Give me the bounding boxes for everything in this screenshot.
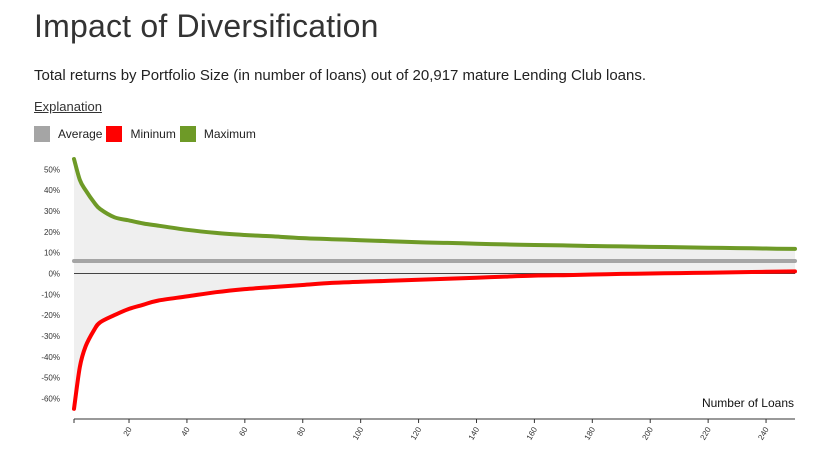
x-tick-label: 80 bbox=[295, 425, 308, 438]
y-tick-label: 20% bbox=[44, 228, 60, 237]
x-tick-label: 20 bbox=[122, 425, 135, 438]
legend-label-maximum: Maximum bbox=[203, 127, 256, 141]
x-axis-title: Number of Loans bbox=[702, 396, 794, 410]
y-tick-label: 0% bbox=[48, 270, 60, 279]
x-tick-label: 180 bbox=[583, 425, 598, 442]
y-tick-label: 40% bbox=[44, 186, 60, 195]
y-tick-label: -30% bbox=[41, 332, 60, 341]
x-tick-label: 140 bbox=[467, 425, 482, 442]
x-tick-label: 120 bbox=[409, 425, 424, 442]
chart-legend: Average Mininum Maximum bbox=[34, 126, 260, 142]
legend-swatch-minimum bbox=[106, 126, 123, 142]
x-tick-label: 240 bbox=[756, 425, 771, 442]
explanation-link[interactable]: Explanation bbox=[34, 99, 102, 114]
y-axis: 50% 40% 30% 20% 10% 0% -10% -20% -30% -40% -50% -60… bbox=[41, 165, 60, 403]
x-tick-label: 40 bbox=[179, 425, 192, 438]
legend-label-minimum: Mininum bbox=[130, 127, 176, 141]
x-tick-label: 100 bbox=[351, 425, 366, 442]
y-tick-label: 30% bbox=[44, 207, 60, 216]
legend-item-maximum[interactable]: Maximum bbox=[179, 126, 260, 142]
x-tick-label: 220 bbox=[698, 425, 713, 442]
x-tick-label: 160 bbox=[525, 425, 540, 442]
x-axis: 20 40 60 80 100 120 140 160 180 200 220 240 bbox=[73, 418, 795, 442]
y-tick-label: -20% bbox=[41, 311, 60, 320]
range-band bbox=[74, 159, 795, 409]
x-tick-label: 200 bbox=[640, 425, 655, 442]
y-tick-label: 10% bbox=[44, 249, 60, 258]
legend-label-average: Average bbox=[58, 127, 103, 141]
y-tick-label: 50% bbox=[44, 165, 60, 174]
chart-title: Impact of Diversification bbox=[34, 8, 379, 44]
x-tick-label: 60 bbox=[237, 425, 250, 438]
chart-subtitle: Total returns by Portfolio Size (in numb… bbox=[34, 67, 647, 84]
y-tick-label: -10% bbox=[41, 290, 60, 299]
legend-item-minimum[interactable]: Mininum bbox=[106, 126, 179, 142]
series-minimum-line bbox=[72, 269, 797, 411]
y-tick-label: -60% bbox=[41, 394, 60, 403]
series-maximum-line bbox=[72, 157, 797, 251]
y-tick-label: -50% bbox=[41, 374, 60, 383]
legend-swatch-maximum bbox=[179, 126, 196, 142]
y-tick-label: -40% bbox=[41, 353, 60, 362]
legend-item-average[interactable]: Average bbox=[34, 126, 106, 142]
legend-swatch-average bbox=[34, 126, 50, 142]
diversification-line-chart: 50% 40% 30% 20% 10% 0% -10% -20% -30% -40% -50% -60… bbox=[41, 157, 797, 442]
